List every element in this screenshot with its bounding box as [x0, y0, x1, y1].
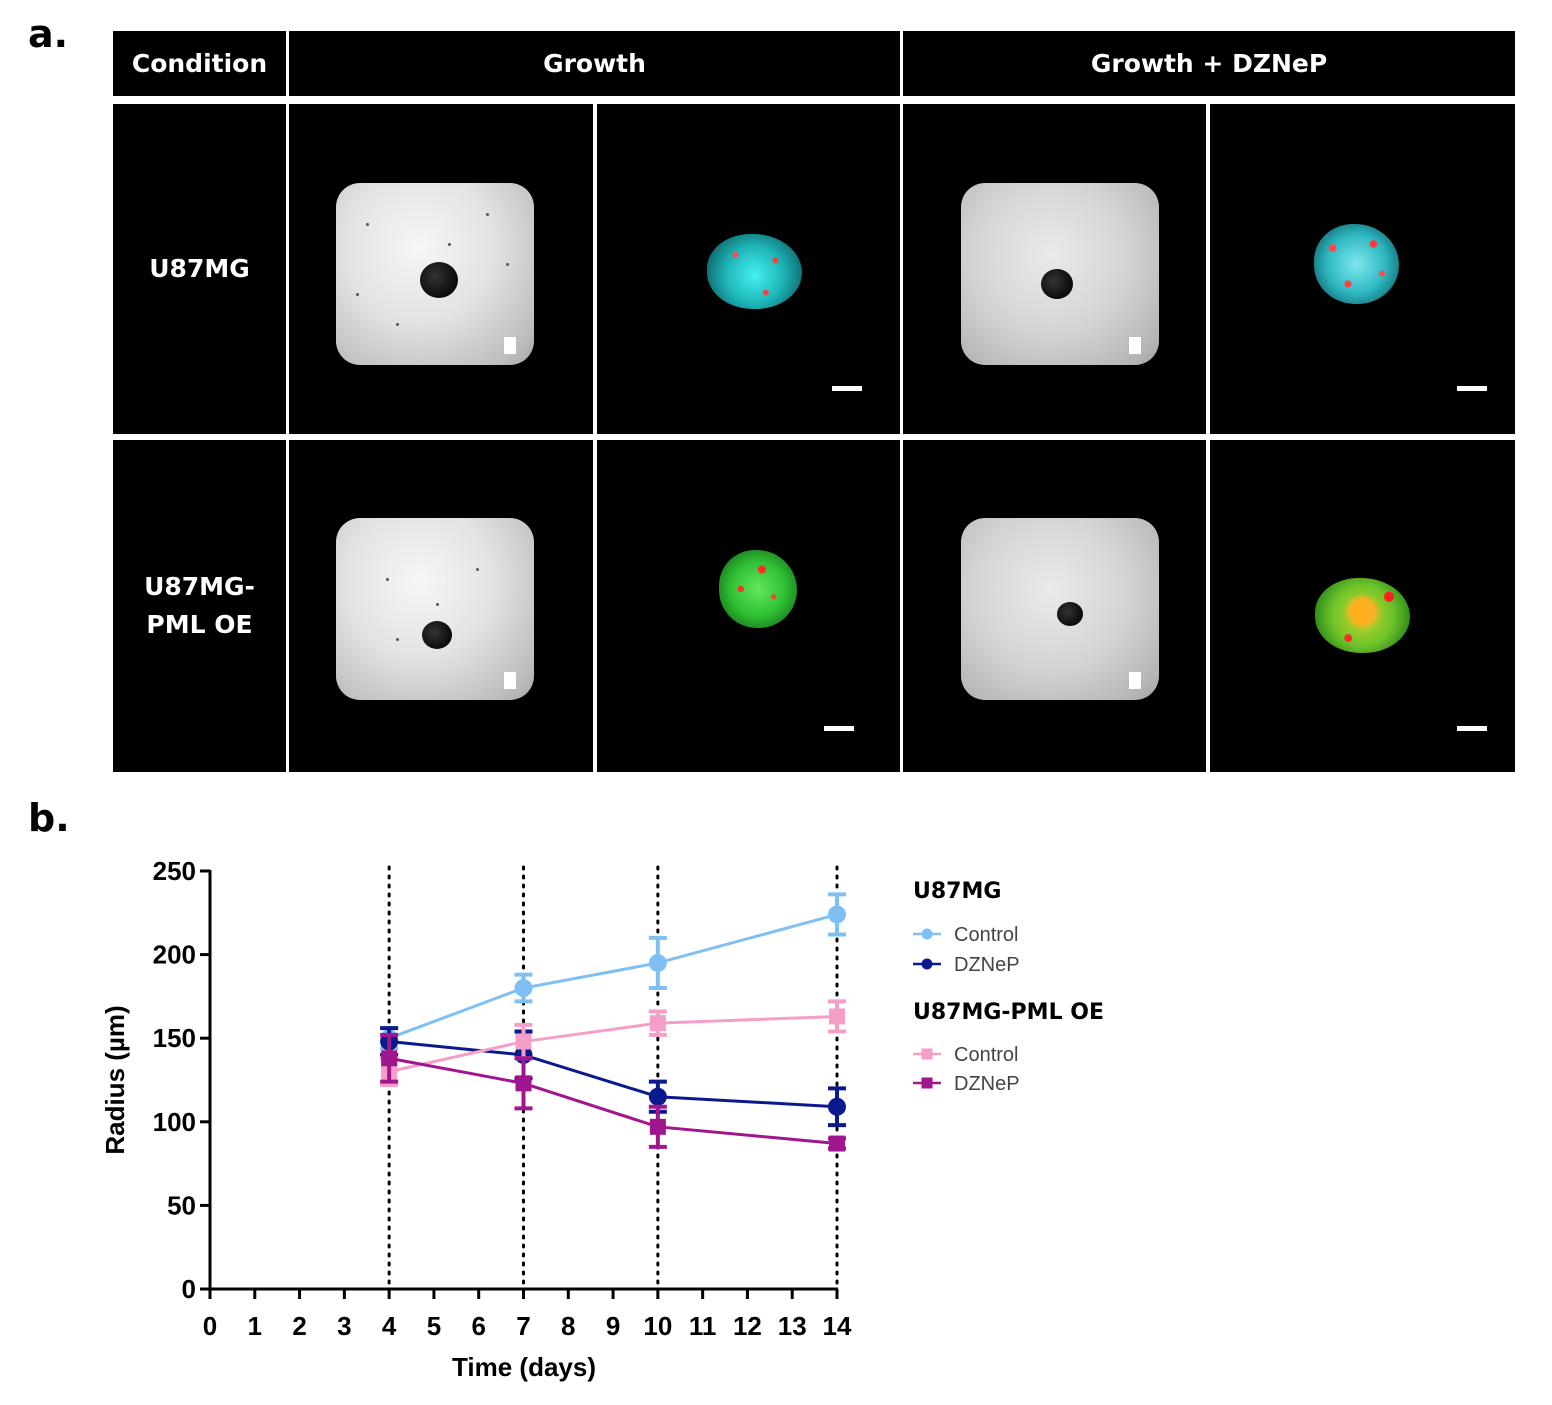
- legend-marker: [921, 1077, 933, 1089]
- data-point: [515, 1075, 532, 1092]
- header-growth-dznep: Growth + DZNeP: [903, 31, 1515, 96]
- legend-label: Control: [954, 1044, 1018, 1066]
- panel-b-letter: b.: [28, 796, 70, 840]
- row-label-line1: U87MG-: [144, 572, 255, 601]
- legend-label: Control: [954, 924, 1018, 946]
- y-tick-label: 200: [153, 940, 196, 970]
- series-line: [388, 1014, 838, 1074]
- brightfield-u87mg-dznep: [903, 104, 1206, 434]
- scale-bar: [1457, 726, 1487, 731]
- x-axis-title: Time (days): [452, 1352, 596, 1382]
- x-tick-label: 14: [823, 1311, 852, 1341]
- fluorescent-spheroid: [1314, 224, 1399, 304]
- x-tick-label: 2: [292, 1311, 306, 1341]
- spheroid: [1057, 602, 1083, 626]
- x-tick-label: 7: [516, 1311, 530, 1341]
- y-tick-label: 0: [182, 1274, 196, 1304]
- scale-bar: [832, 386, 862, 391]
- data-point: [515, 1033, 532, 1050]
- header-growth: Growth: [289, 31, 900, 96]
- row-label-text: U87MG: [149, 254, 250, 283]
- data-point: [828, 1097, 846, 1116]
- spheroid: [420, 262, 458, 298]
- data-point: [648, 1087, 667, 1106]
- row-label-u87mg: U87MG: [113, 104, 286, 434]
- fluorescence-pml-dznep: [1210, 440, 1515, 772]
- x-tick-label: 9: [606, 1311, 620, 1341]
- data-point: [828, 905, 846, 924]
- x-tick-label: 6: [471, 1311, 485, 1341]
- scale-bar: [1129, 337, 1141, 354]
- y-tick-label: 150: [153, 1023, 196, 1053]
- scale-bar: [1457, 386, 1487, 391]
- legend-marker: [921, 1048, 933, 1060]
- fluorescence-u87mg-dznep: [1210, 104, 1515, 434]
- y-tick-label: 50: [167, 1190, 196, 1220]
- scale-bar: [504, 337, 516, 354]
- scale-bar: [504, 672, 516, 689]
- fluorescent-spheroid: [707, 234, 802, 309]
- scale-bar: [1129, 672, 1141, 689]
- data-point: [829, 1008, 845, 1025]
- x-tick-label: 0: [203, 1311, 217, 1341]
- series-line: [388, 1040, 838, 1109]
- data-point: [649, 1118, 666, 1135]
- x-tick-label: 10: [643, 1311, 672, 1341]
- spheroid: [422, 621, 452, 649]
- fluorescence-u87mg-growth: [597, 104, 900, 434]
- series-line: [388, 1056, 838, 1146]
- fluorescence-pml-growth: [597, 440, 900, 772]
- x-tick-label: 13: [778, 1311, 807, 1341]
- y-tick-label: 250: [153, 856, 196, 886]
- fluorescent-spheroid: [1315, 578, 1410, 653]
- spheroid: [1041, 269, 1073, 299]
- image-grid: Condition Growth Growth + DZNeP U87MG U8…: [111, 29, 1517, 774]
- brightfield-image: [336, 518, 534, 700]
- x-tick-label: 11: [689, 1311, 717, 1341]
- series-line: [388, 913, 838, 1040]
- x-tick-label: 12: [733, 1311, 762, 1341]
- x-tick-label: 8: [561, 1311, 575, 1341]
- y-tick-label: 100: [153, 1107, 196, 1137]
- data-point: [514, 979, 533, 998]
- legend-marker: [921, 928, 933, 940]
- header-condition: Condition: [113, 31, 286, 96]
- row-label-line2: PML OE: [146, 610, 253, 639]
- legend-label: DZNeP: [954, 954, 1020, 976]
- panel-a-letter: a.: [28, 12, 69, 56]
- legend-marker: [921, 958, 933, 970]
- brightfield-pml-dznep: [903, 440, 1206, 772]
- data-point: [381, 1050, 398, 1067]
- data-point: [829, 1135, 845, 1152]
- brightfield-pml-growth: [289, 440, 593, 772]
- y-axis-title: Radius (µm): [100, 1005, 130, 1154]
- brightfield-u87mg-growth: [289, 104, 593, 434]
- data-point: [648, 953, 667, 972]
- brightfield-image: [961, 518, 1159, 700]
- legend-group-title: U87MG: [913, 879, 1001, 904]
- x-tick-label: 5: [427, 1311, 441, 1341]
- x-tick-label: 4: [382, 1311, 397, 1341]
- fluorescent-spheroid: [719, 550, 797, 628]
- brightfield-image: [961, 183, 1159, 365]
- legend-label: DZNeP: [954, 1073, 1020, 1095]
- legend-group-title: U87MG-PML OE: [913, 1000, 1104, 1025]
- x-tick-label: 3: [337, 1311, 351, 1341]
- data-point: [649, 1015, 666, 1032]
- brightfield-image: [336, 183, 534, 365]
- x-tick-label: 1: [248, 1311, 262, 1341]
- scale-bar: [824, 726, 854, 731]
- row-label-u87mg-pml-oe: U87MG- PML OE: [113, 440, 286, 772]
